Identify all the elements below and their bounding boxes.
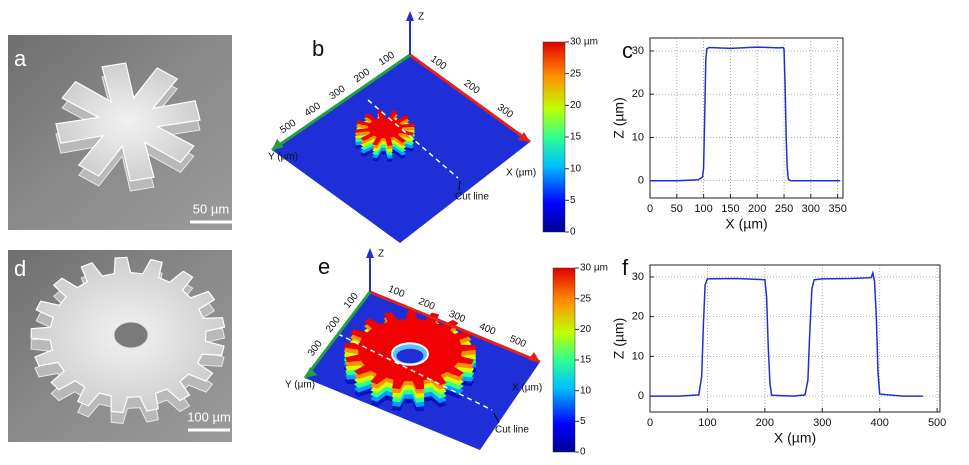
y-axis-label: Y (µm) <box>285 380 315 391</box>
x-arrow <box>518 132 530 142</box>
colorbar-tick-label: 5 <box>570 195 576 206</box>
panel-label: a <box>14 46 27 71</box>
plot-frame <box>649 37 844 199</box>
y-arrow <box>272 139 284 150</box>
cut-line-label: Cut line <box>495 425 529 436</box>
x-tick-label: 150 <box>721 203 739 215</box>
x-tick-label: 50 <box>671 203 683 215</box>
colorbar-tick-label: 20 <box>570 100 582 111</box>
colorbar-tick-label: 30 µm <box>570 37 598 48</box>
panel-label: c <box>622 38 633 63</box>
y-tick-label: 20 <box>632 88 644 100</box>
colorbar <box>542 41 566 233</box>
panel-label: b <box>312 36 324 61</box>
scale-bar-label: 100 µm <box>187 409 231 424</box>
x-tick-label: 300 <box>813 417 831 429</box>
colorbar-tick-label: 15 <box>580 355 592 366</box>
y-axis-label: Y (µm) <box>268 152 298 163</box>
colorbar-tick-label: 10 <box>580 385 592 396</box>
plot-frame <box>649 264 941 413</box>
x-tick-label: 0 <box>647 203 653 215</box>
x-tick-label: 350 <box>828 203 846 215</box>
colorbar-tick-label: 20 <box>580 324 592 335</box>
sem-panel: a 50 µm <box>14 46 232 224</box>
z-label: Z <box>378 249 384 260</box>
x-tick-label: 200 <box>748 203 766 215</box>
panel-label: e <box>318 254 330 279</box>
structure-top <box>55 62 201 182</box>
profile-line <box>650 270 923 397</box>
colorbar-tick-label: 0 <box>580 447 586 458</box>
panel-label: d <box>14 256 26 281</box>
axis-tick-label: 500 <box>508 334 528 351</box>
z-arrow <box>366 248 374 258</box>
y-tick-label: 30 <box>632 45 644 57</box>
y-axis <box>303 291 372 379</box>
center-hole <box>113 321 149 349</box>
colorbar-tick-label: 10 <box>570 163 582 174</box>
x-axis-label: X (µm) <box>512 383 542 394</box>
colorbar <box>552 267 576 453</box>
cut-line-arrow <box>493 412 500 424</box>
x-axis-label: X (µm) <box>506 168 536 179</box>
y-tick-label: 30 <box>632 271 644 283</box>
x-axis <box>409 53 531 144</box>
axis-tick-label: 100 <box>386 284 406 301</box>
cut-line-arrow <box>458 180 461 191</box>
colorbar-tick-label: 0 <box>570 227 576 238</box>
x-tick-label: 100 <box>698 417 716 429</box>
panel-label: f <box>622 255 629 280</box>
x-axis-label: X (µm) <box>774 430 816 446</box>
y-axis <box>271 53 411 152</box>
x-tick-label: 500 <box>928 417 946 429</box>
x-tick-label: 0 <box>647 417 653 429</box>
x-tick-label: 400 <box>871 417 889 429</box>
colorbar-tick-label: 25 <box>570 68 582 79</box>
colorbar-tick-label: 30 µm <box>580 263 608 274</box>
x-axis-label: X (µm) <box>725 216 767 232</box>
y-tick-label: 20 <box>632 311 644 323</box>
x-tick-label: 250 <box>775 203 793 215</box>
y-axis-label: Z (µm) <box>611 97 627 139</box>
y-axis-label: Z (µm) <box>611 318 627 360</box>
x-tick-label: 100 <box>694 203 712 215</box>
y-tick-label: 0 <box>638 175 644 187</box>
cut-line-label: Cut line <box>455 192 489 203</box>
colorbar-tick-label: 15 <box>570 132 582 143</box>
colorbar-tick-label: 5 <box>580 416 586 427</box>
gear-top <box>355 110 415 146</box>
y-tick-label: 0 <box>638 390 644 402</box>
z-label: Z <box>418 12 424 23</box>
axis-tick-label: 400 <box>477 321 497 338</box>
y-tick-label: 10 <box>632 350 644 362</box>
z-arrow <box>406 11 414 21</box>
y-arrow <box>305 367 317 378</box>
x-tick-label: 300 <box>802 203 820 215</box>
axis-tick-label: 200 <box>417 296 437 313</box>
x-axis <box>369 290 541 364</box>
gear-hole-floor <box>396 348 424 364</box>
cut-line <box>329 329 493 411</box>
scale-bar-label: 50 µm <box>193 201 229 216</box>
colorbar-tick-label: 25 <box>580 293 592 304</box>
x-arrow <box>528 352 540 362</box>
x-tick-label: 200 <box>756 417 774 429</box>
profile-line <box>650 46 841 182</box>
cut-line <box>367 99 459 179</box>
y-tick-label: 10 <box>632 131 644 143</box>
